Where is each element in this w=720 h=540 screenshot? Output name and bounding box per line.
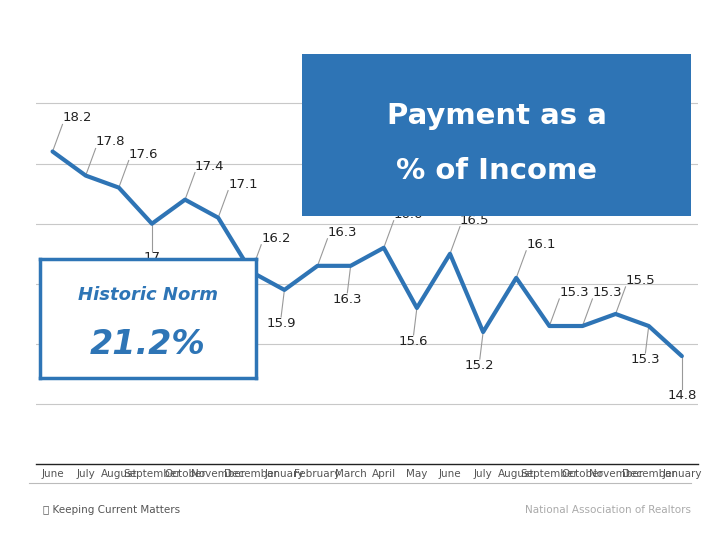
Text: Historic Norm: Historic Norm — [78, 286, 217, 304]
Text: % of Income: % of Income — [396, 157, 598, 185]
Text: 16.3: 16.3 — [328, 226, 357, 239]
Text: 17.8: 17.8 — [96, 136, 125, 148]
Text: National Association of Realtors: National Association of Realtors — [525, 505, 691, 515]
Text: 15.6: 15.6 — [399, 335, 428, 348]
Text: 15.3: 15.3 — [631, 353, 660, 366]
Text: 16.5: 16.5 — [460, 214, 490, 227]
Text: 15.5: 15.5 — [626, 274, 655, 287]
Text: 21.2%: 21.2% — [90, 328, 205, 361]
Text: 18.2: 18.2 — [63, 111, 92, 124]
Text: 15.3: 15.3 — [559, 286, 589, 299]
Text: Payment as a: Payment as a — [387, 102, 607, 130]
Text: 15.9: 15.9 — [266, 317, 296, 330]
Text: Ⓚ Keeping Current Matters: Ⓚ Keeping Current Matters — [43, 505, 180, 515]
Text: 15.2: 15.2 — [465, 359, 495, 372]
Text: 17.4: 17.4 — [195, 159, 225, 173]
Text: 17.1: 17.1 — [228, 178, 258, 191]
Text: 15.3: 15.3 — [593, 286, 622, 299]
Text: 16.3: 16.3 — [333, 293, 362, 306]
Text: 16.1: 16.1 — [526, 238, 556, 251]
Text: 17: 17 — [143, 251, 161, 264]
Text: 17.6: 17.6 — [129, 147, 158, 160]
Text: 14.8: 14.8 — [667, 389, 696, 402]
Text: 16.2: 16.2 — [261, 232, 291, 245]
Text: 16.6: 16.6 — [394, 208, 423, 221]
